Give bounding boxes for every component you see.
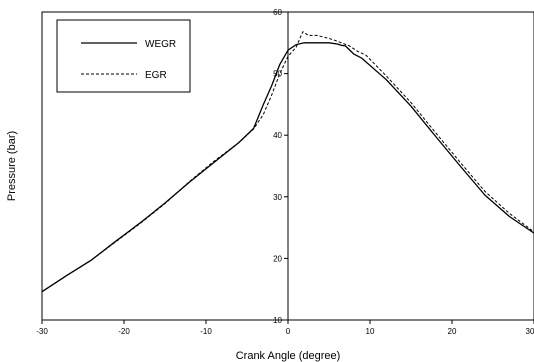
x-tick-label: -20 [118, 327, 130, 336]
legend-label-egr: EGR [145, 70, 167, 81]
x-tick-label: 20 [448, 327, 457, 336]
series-layer [41, 31, 534, 293]
series-line-egr [41, 31, 534, 293]
y-axis-ticks: 10 20 30 40 50 60 [273, 8, 288, 325]
x-axis-label: Crank Angle (degree) [236, 350, 341, 362]
y-tick-label: 30 [273, 193, 282, 202]
x-tick-label: 10 [366, 327, 375, 336]
legend: WEGR EGR [56, 19, 191, 93]
legend-label-wegr: WEGR [145, 39, 176, 50]
x-tick-label: -30 [36, 327, 48, 336]
y-tick-label: 40 [273, 131, 282, 140]
y-tick-label: 20 [273, 254, 282, 263]
y-tick-label: 10 [273, 316, 282, 325]
x-tick-label: 30 [526, 327, 534, 336]
x-axis-ticks: -30 -20 -10 0 10 20 30 [36, 320, 534, 336]
y-tick-label: 60 [273, 8, 282, 17]
y-tick-label: 50 [273, 70, 282, 79]
x-tick-label: 0 [286, 327, 291, 336]
y-axis-label: Pressure (bar) [6, 131, 18, 201]
legend-box [56, 19, 191, 93]
x-tick-label: -10 [200, 327, 212, 336]
